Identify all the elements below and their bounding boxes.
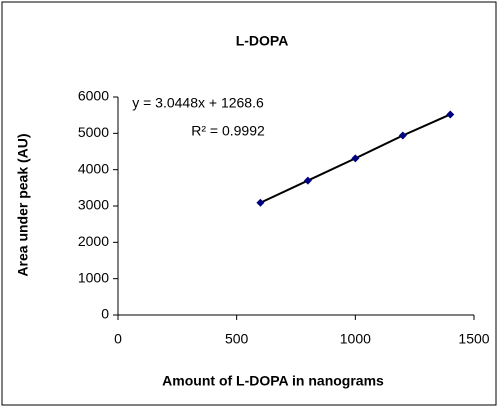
point <box>351 154 360 163</box>
y-tick-label: 6000 <box>78 88 109 104</box>
point <box>446 110 455 119</box>
y-tick-label: 3000 <box>78 197 109 213</box>
r-squared-annotation: R² = 0.9992 <box>191 123 265 139</box>
x-axis-label: Amount of L-DOPA in nanograms <box>162 373 384 389</box>
x-tick-label: 1500 <box>458 331 489 347</box>
equation-annotation: y = 3.0448x + 1268.6 <box>132 95 264 111</box>
x-tick-label: 1000 <box>340 331 371 347</box>
y-tick-label: 2000 <box>78 233 109 249</box>
x-tick-label: 500 <box>225 331 249 347</box>
chart-title: L-DOPA <box>236 33 289 49</box>
y-tick-label: 5000 <box>78 124 109 140</box>
y-tick-label: 0 <box>101 306 109 322</box>
point <box>303 176 312 185</box>
y-tick-label: 4000 <box>78 160 109 176</box>
y-tick-label: 1000 <box>78 269 109 285</box>
point <box>256 198 265 207</box>
x-tick-label: 0 <box>114 331 122 347</box>
y-axis-label: Area under peak (AU) <box>15 133 31 276</box>
point <box>398 131 407 140</box>
